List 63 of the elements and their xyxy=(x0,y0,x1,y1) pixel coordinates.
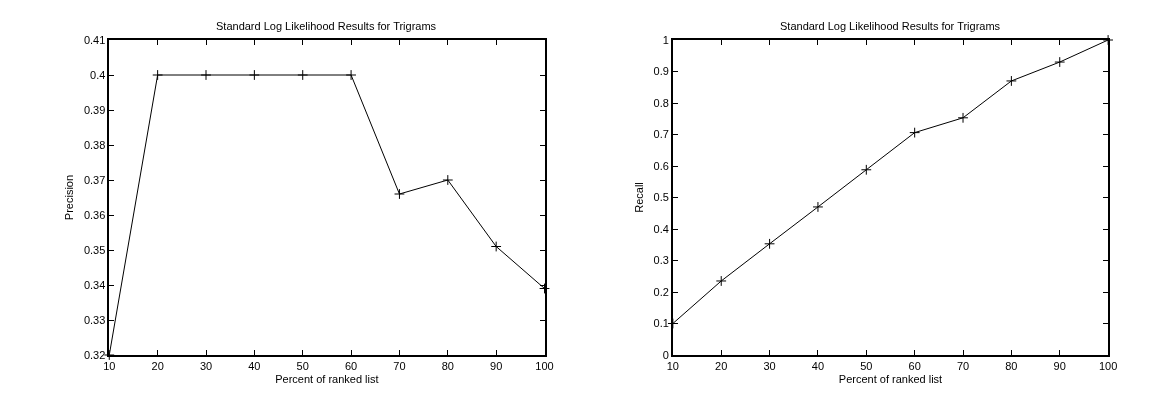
point xyxy=(200,69,212,81)
y-tick-label: 0.41 xyxy=(83,33,106,46)
point xyxy=(394,188,405,200)
y-tick-label: 0.6 xyxy=(653,159,669,172)
y-tick-label: 0.9 xyxy=(653,65,669,78)
x-tick-label: 100 xyxy=(535,359,554,372)
x-tick-label: 20 xyxy=(715,359,728,372)
y-tick-label: 0.4 xyxy=(90,68,106,81)
x-tick-label: 80 xyxy=(441,359,454,372)
y-tick-label: 0 xyxy=(662,348,669,361)
x-tick-label: 90 xyxy=(490,359,503,372)
point xyxy=(860,164,872,176)
x-tick-label: 30 xyxy=(763,359,776,372)
x-axis-title: Percent of ranked list xyxy=(838,372,943,385)
point xyxy=(152,69,164,81)
x-tick-label: 10 xyxy=(666,359,679,372)
chart-title: Standard Log Likelihood Results for Trigrams xyxy=(780,20,1001,32)
x-tick-label: 40 xyxy=(248,359,261,372)
y-axis-title: Recall xyxy=(632,182,645,213)
point xyxy=(957,112,969,124)
y-tick-label: 0.35 xyxy=(83,243,106,256)
y-tick-label: 0.7 xyxy=(653,128,669,141)
point xyxy=(764,238,775,250)
y-tick-label: 0.3 xyxy=(653,254,669,267)
point xyxy=(345,69,357,81)
x-tick-label: 10 xyxy=(103,359,116,372)
x-tick-label: 100 xyxy=(1098,359,1118,372)
x-tick-label: 70 xyxy=(393,359,406,372)
x-tick-label: 50 xyxy=(296,359,309,372)
y-tick-label: 0.5 xyxy=(653,191,669,204)
point xyxy=(490,241,502,252)
y-tick-label: 0.39 xyxy=(83,103,106,116)
y-tick-label: 1 xyxy=(662,33,669,46)
point xyxy=(297,69,309,81)
y-tick-label: 0.33 xyxy=(83,313,106,326)
point xyxy=(442,174,454,186)
point xyxy=(248,69,260,81)
point xyxy=(909,127,921,139)
point xyxy=(715,275,727,287)
y-tick-label: 0.2 xyxy=(653,285,669,298)
point xyxy=(1005,75,1017,87)
x-tick-label: 70 xyxy=(956,359,970,372)
x-tick-label: 60 xyxy=(344,359,358,372)
y-tick-label: 0.32 xyxy=(83,348,106,361)
y-tick-label: 0.8 xyxy=(653,96,669,109)
point xyxy=(812,201,824,213)
y-axis-title: Precision xyxy=(63,174,76,221)
y-tick-label: 0.34 xyxy=(83,278,106,291)
x-tick-label: 50 xyxy=(860,359,873,372)
chart-title: Standard Log Likelihood Results for Trigrams xyxy=(216,20,437,32)
y-tick-label: 0.4 xyxy=(653,222,669,235)
x-tick-label: 60 xyxy=(908,359,921,372)
y-tick-label: 0.1 xyxy=(653,317,669,330)
y-tick-label: 0.37 xyxy=(83,173,106,186)
x-tick-label: 30 xyxy=(199,359,213,372)
x-tick-label: 40 xyxy=(811,359,825,372)
point xyxy=(1054,56,1066,68)
x-tick-label: 20 xyxy=(151,359,164,372)
y-tick-label: 0.36 xyxy=(83,208,106,221)
x-tick-label: 90 xyxy=(1053,359,1066,372)
x-tick-label: 80 xyxy=(1005,359,1018,372)
y-tick-label: 0.38 xyxy=(83,138,106,151)
x-axis-title: Percent of ranked list xyxy=(275,372,379,385)
